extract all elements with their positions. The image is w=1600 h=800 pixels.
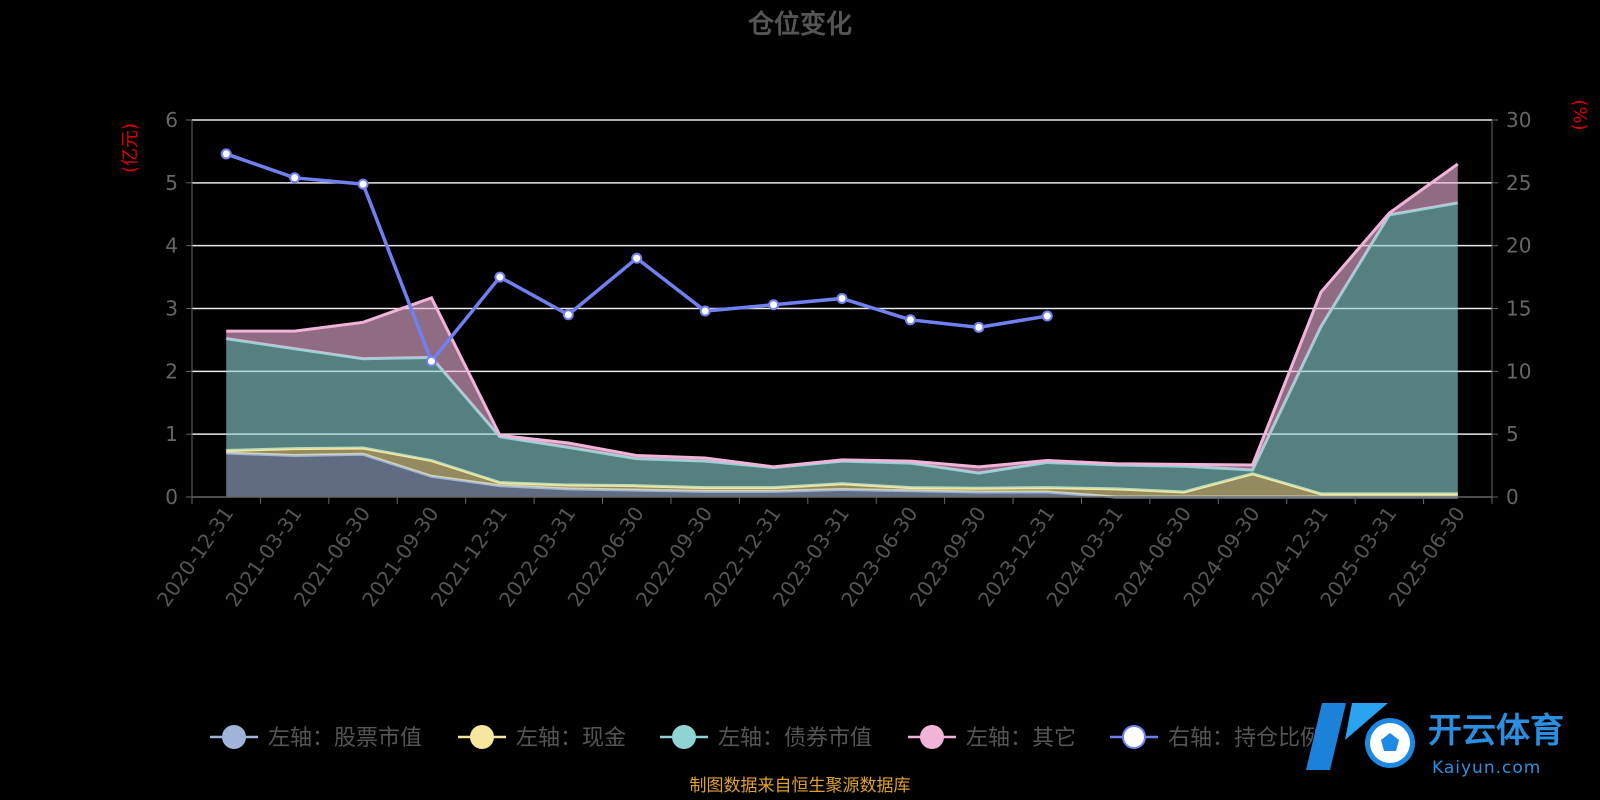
ratio-point: [631, 252, 643, 264]
legend-label[interactable]: 右轴：持仓比例: [1168, 726, 1322, 751]
right-tick-label: 25: [1506, 171, 1531, 195]
left-tick-label: 1: [165, 422, 178, 446]
left-tick-label: 5: [165, 171, 178, 195]
right-axis-unit: (%): [1569, 99, 1590, 130]
left-tick-label: 2: [165, 359, 178, 383]
right-tick-label: 30: [1506, 108, 1531, 132]
legend-label[interactable]: 左轴：股票市值: [268, 726, 422, 751]
ratio-point: [357, 178, 369, 190]
left-tick-label: 6: [165, 108, 178, 132]
kaiyun-watermark: 开云体育 Kaiyun.com: [1306, 703, 1564, 778]
area-top-line-4: [226, 162, 1459, 469]
ratio-point: [562, 309, 574, 321]
right-tick-label: 5: [1506, 422, 1519, 446]
ratio-point: [836, 292, 848, 304]
left-tick-label: 4: [165, 234, 178, 258]
area-3: [226, 202, 1458, 494]
legend-marker[interactable]: [222, 725, 246, 749]
series-lines: [220, 148, 1053, 367]
watermark-text: 开云体育: [1428, 711, 1564, 751]
ratio-point: [699, 305, 711, 317]
right-tick-label: 10: [1506, 359, 1531, 383]
ratio-point: [768, 299, 780, 311]
legend-marker[interactable]: [470, 725, 494, 749]
ratio-point: [904, 314, 916, 326]
legend-label[interactable]: 左轴：其它: [966, 726, 1076, 751]
left-tick-label: 0: [165, 485, 178, 509]
kaiyun-logo-icon: [1306, 703, 1415, 770]
right-tick-label: 20: [1506, 234, 1531, 258]
legend-label[interactable]: 左轴：债券市值: [718, 726, 872, 751]
area-1: [226, 453, 1458, 497]
stacked-areas: [225, 162, 1459, 499]
right-tick-label: 15: [1506, 297, 1531, 321]
left-tick-label: 3: [165, 297, 178, 321]
ratio-point: [289, 172, 301, 184]
legend-marker[interactable]: [1122, 725, 1146, 749]
ratio-point: [220, 148, 232, 160]
chart-title: 仓位变化: [747, 9, 852, 40]
left-axis-unit: (亿元): [120, 123, 141, 173]
right-tick-label: 0: [1506, 485, 1519, 509]
ratio-point: [425, 355, 437, 367]
watermark-subtext: Kaiyun.com: [1432, 758, 1541, 778]
source-footnote: 制图数据来自恒生聚源数据库: [690, 776, 911, 796]
legend-marker[interactable]: [672, 725, 696, 749]
ratio-point: [973, 321, 985, 333]
legend: 左轴：股票市值 左轴：现金 左轴：债券市值 左轴：其它 右轴：持仓比例: [210, 725, 1322, 751]
legend-label[interactable]: 左轴：现金: [516, 726, 626, 751]
ratio-point: [494, 271, 506, 283]
legend-marker[interactable]: [920, 725, 944, 749]
ratio-point: [1041, 310, 1053, 322]
